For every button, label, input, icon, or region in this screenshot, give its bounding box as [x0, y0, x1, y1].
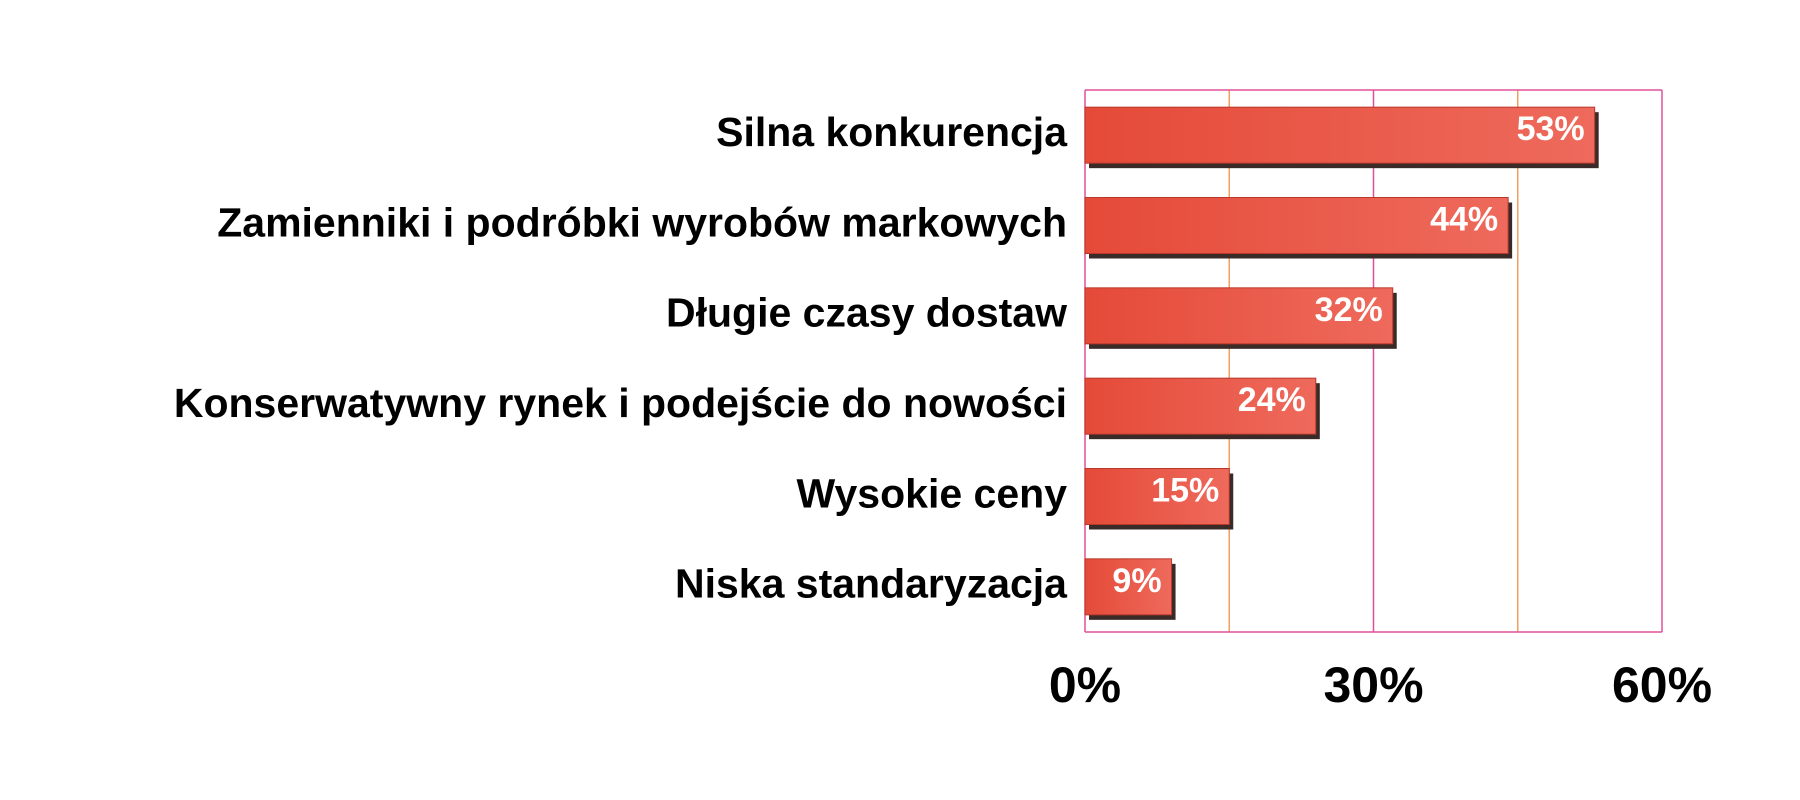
bar: [1084, 197, 1509, 254]
category-label: Konserwatywny rynek i podejście do nowoś…: [174, 380, 1067, 426]
value-label: 32%: [1315, 291, 1383, 329]
bar: [1084, 468, 1230, 525]
bar: [1084, 377, 1317, 435]
category-label: Niska standaryzacja: [675, 561, 1068, 607]
x-tick-label: 60%: [1612, 657, 1712, 713]
value-label: 44%: [1430, 200, 1498, 238]
bar: [1084, 106, 1596, 164]
x-tick-label: 0%: [1049, 657, 1121, 713]
bar: [1084, 287, 1394, 345]
value-label: 15%: [1151, 471, 1219, 509]
value-label: 53%: [1517, 110, 1585, 148]
value-label: 24%: [1238, 381, 1306, 419]
category-label: Silna konkurencja: [716, 109, 1068, 155]
category-label: Wysokie ceny: [797, 470, 1068, 516]
value-label: 9%: [1112, 562, 1161, 600]
category-label: Długie czasy dostaw: [666, 290, 1067, 336]
x-tick-label: 30%: [1323, 657, 1423, 713]
bar: [1084, 558, 1173, 616]
category-label: Zamienniki i podróbki wyrobów markowych: [217, 199, 1067, 245]
